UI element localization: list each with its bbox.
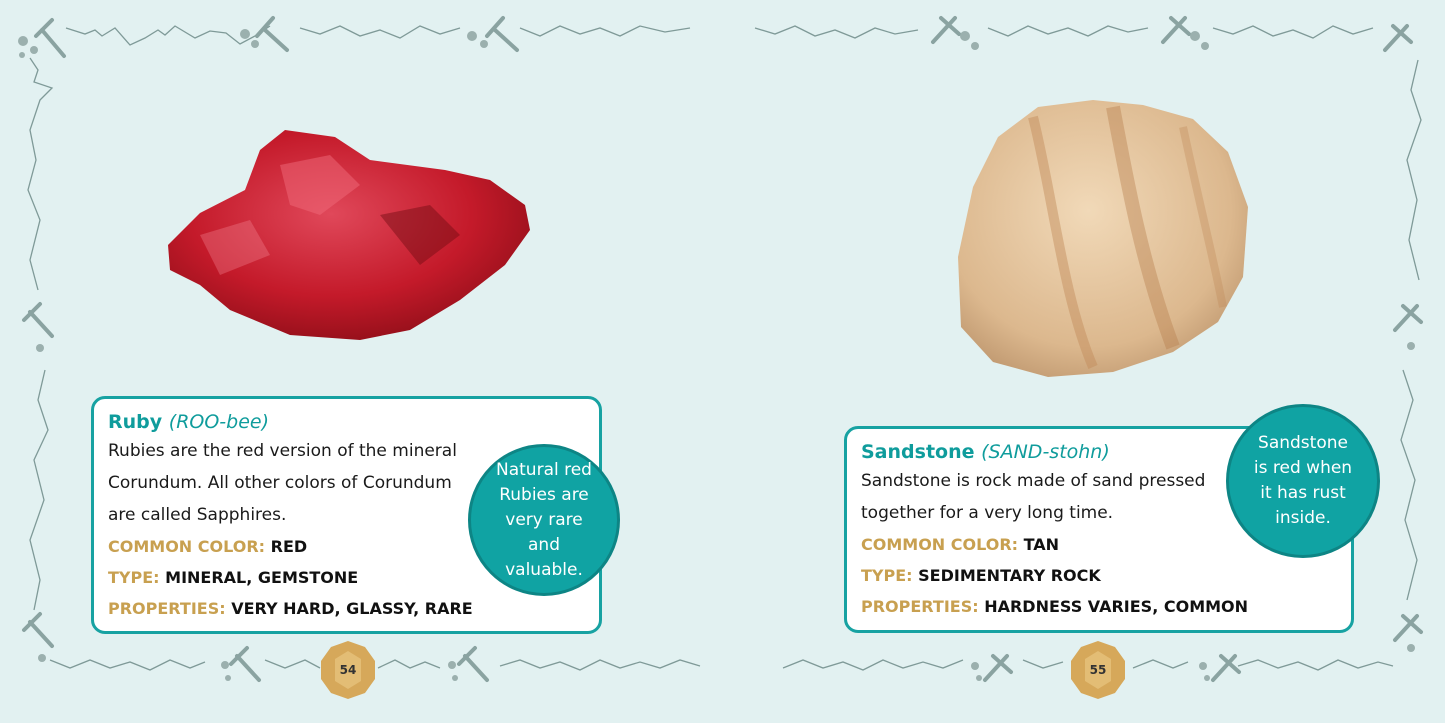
property-row: PROPERTIES: VERY HARD, GLASSY, RARE [108,599,473,618]
gem-icon [321,641,375,699]
ruby-rock-image [168,130,530,340]
border-decoration [754,16,1423,682]
property-row: TYPE: MINERAL, GEMSTONE [108,568,359,587]
gem-icon [1071,641,1125,699]
fact-callout: Sandstone is red when it has rust inside… [1226,404,1380,558]
page-number: 54 [319,641,377,699]
sandstone-rock-image [958,100,1248,377]
mineral-description: Rubies are the red version of the minera… [108,441,457,525]
fact-callout: Natural red Rubies are very rare and val… [468,444,620,596]
property-row: COMMON COLOR: RED [108,537,308,556]
border-decoration [18,16,701,682]
property-row: COMMON COLOR: TAN [861,535,1060,554]
page-right: Sandstone (SAND-stohn) Sandstone is rock… [723,0,1445,723]
property-row: TYPE: SEDIMENTARY ROCK [861,566,1101,585]
page-number: 55 [1069,641,1127,699]
property-row: PROPERTIES: HARDNESS VARIES, COMMON [861,597,1249,616]
sandstone-info-box: Sandstone (SAND-stohn) Sandstone is rock… [844,426,1354,633]
mineral-description: Sandstone is rock made of sand pressed t… [861,471,1206,523]
mineral-title: Sandstone (SAND-stohn) [861,441,1110,463]
page-left: Ruby (ROO-bee) Rubies are the red versio… [0,0,722,723]
mineral-title: Ruby (ROO-bee) [108,411,270,433]
